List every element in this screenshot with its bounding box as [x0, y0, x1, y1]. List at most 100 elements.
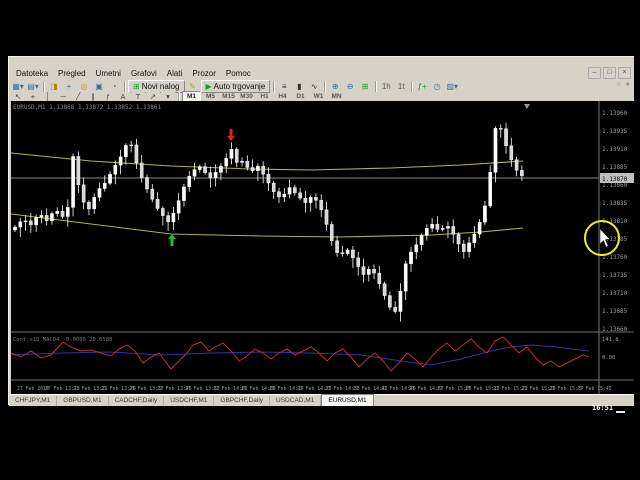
ma-upper-line: [10, 152, 524, 171]
timeframe-button-m5[interactable]: M5: [205, 93, 216, 100]
channel-tool-icon[interactable]: ∥: [86, 92, 100, 102]
menu-item-umetni[interactable]: Umetni: [95, 69, 121, 78]
label-tool-icon[interactable]: T: [131, 92, 145, 102]
candle-body: [430, 223, 434, 229]
toolbar-separator: [411, 81, 413, 92]
candle-body: [97, 188, 102, 198]
data-window-icon[interactable]: +: [62, 81, 76, 92]
chart-svg: EURUSD,M1 1.13868 1.13872 1.13852 1.1386…: [10, 101, 634, 394]
time-axis-label: 27 Feb 13:45: [157, 386, 192, 392]
navigator-icon[interactable]: ◎: [77, 81, 91, 92]
restore-button[interactable]: □: [603, 67, 616, 79]
record-icon[interactable]: ●: [625, 81, 630, 88]
terminal-icon[interactable]: ▣: [92, 81, 106, 92]
corner-icons: ○ ●: [617, 81, 630, 88]
text-tool-icon[interactable]: A: [116, 92, 130, 102]
timeframe-button-m30[interactable]: M30: [240, 93, 253, 100]
menu-item-prozor[interactable]: Prozor: [192, 69, 216, 78]
chart-tab-gbpchf-daily[interactable]: GBPCHF,Daily: [214, 396, 271, 406]
period-up-icon[interactable]: 1h: [379, 81, 394, 92]
candle-body: [388, 295, 392, 308]
menu-item-datoteka[interactable]: Datoteka: [16, 69, 49, 78]
clock-overlay: 16:51: [592, 404, 614, 412]
candle-body: [34, 217, 38, 226]
menu-item-pomoc[interactable]: Pomoc: [225, 69, 251, 78]
candle-body: [319, 200, 324, 211]
candles: [13, 122, 524, 322]
timeframe-button-m15[interactable]: M15: [222, 93, 235, 100]
candle-body: [229, 149, 234, 159]
zoom-out-icon[interactable]: ⊖: [343, 81, 358, 92]
candle-body: [161, 208, 165, 216]
vline-tool-icon[interactable]: │: [41, 92, 55, 102]
candle-body: [366, 269, 371, 275]
chart-area[interactable]: EURUSD,M1 1.13868 1.13872 1.13852 1.1386…: [10, 101, 634, 394]
candle-body: [71, 156, 75, 208]
time-axis-label: 27 Feb 13:13: [45, 386, 80, 392]
time-axis-label: 27 Feb 15:13: [465, 386, 500, 392]
new-chart-icon[interactable]: ▦▾: [11, 81, 25, 92]
candles-chart-icon[interactable]: ▮: [292, 81, 307, 92]
timeframe-button-w1[interactable]: W1: [313, 93, 324, 100]
market-watch-icon[interactable]: ◨: [47, 81, 61, 92]
candle-body: [509, 145, 514, 160]
periods-icon[interactable]: ◷: [430, 81, 445, 92]
chart-tab-gbpusd-m1[interactable]: GBPUSD,M1: [57, 396, 109, 406]
candle-body: [504, 128, 508, 147]
candle-body: [29, 220, 33, 226]
timeframe-button-h4[interactable]: H4: [278, 93, 287, 100]
profiles-icon[interactable]: ▤▾: [26, 81, 40, 92]
chart-tab-chfjpy-m1[interactable]: CHFJPY,M1: [9, 396, 58, 406]
menu-item-pregled[interactable]: Pregled: [58, 69, 86, 78]
candle-body: [250, 167, 255, 172]
time-axis-label: 27 Feb 13:53: [185, 386, 220, 392]
chart-tab-cadchf-daily[interactable]: CADCHF,Daily: [109, 396, 165, 406]
menu-item-alati[interactable]: Alati: [166, 69, 183, 78]
chart-tab-eurusd-m1[interactable]: EURUSD,M1: [321, 394, 374, 406]
hline-tool-icon[interactable]: ─: [56, 92, 70, 102]
templates-icon[interactable]: ▨▾: [445, 81, 460, 92]
toolbar-drawing-timeframes: ↖ + │ ─ ╱ ∥ ƒ A T ↗ ▾ M1 M5 M15 M30 H1 H4 D1 W1 MN: [11, 91, 345, 103]
candle-body: [245, 161, 250, 168]
crosshair-tool-icon[interactable]: +: [26, 92, 40, 102]
chart-tab-usdchf-m1[interactable]: USDCHF,M1: [164, 396, 215, 406]
candle-body: [203, 166, 207, 173]
candle-body: [472, 233, 477, 244]
minimize-button[interactable]: –: [588, 67, 601, 79]
strategy-tester-icon[interactable]: ◔: [107, 81, 121, 92]
time-axis-label: 27 Feb 14:33: [325, 386, 360, 392]
candle-body: [23, 220, 28, 223]
autotrading-button[interactable]: ▶ Auto trgovanje: [200, 80, 271, 93]
time-axis-label: 27 Feb 14:25: [297, 386, 332, 392]
search-icon[interactable]: ○: [616, 81, 621, 88]
candle-body: [13, 226, 17, 231]
indicators-icon[interactable]: ƒ+: [415, 81, 430, 92]
fibonacci-tool-icon[interactable]: ƒ: [101, 92, 115, 102]
tile-windows-icon[interactable]: ⊞: [358, 81, 373, 92]
candle-body: [50, 213, 54, 221]
candle-body: [514, 159, 519, 171]
trendline-tool-icon[interactable]: ╱: [71, 92, 85, 102]
candle-body: [150, 188, 155, 200]
metaeditor-icon[interactable]: ✎: [185, 81, 200, 92]
price-axis-label: 1.13685: [602, 308, 628, 315]
timeframe-button-d1[interactable]: D1: [296, 93, 305, 100]
cursor-tool-icon[interactable]: ↖: [11, 92, 25, 102]
zoom-in-icon[interactable]: ⊕: [328, 81, 343, 92]
chart-tab-usdcad-m1[interactable]: USDCAD,M1: [270, 396, 322, 406]
close-button[interactable]: ×: [618, 67, 631, 79]
candle-body: [467, 242, 471, 252]
toolbar-separator: [178, 91, 179, 103]
price-axis-label: 1.13710: [602, 290, 628, 297]
bars-chart-icon[interactable]: ≡: [277, 81, 292, 92]
arrows-dropdown-icon[interactable]: ▾: [161, 92, 175, 102]
line-chart-icon[interactable]: ∿: [307, 81, 322, 92]
period-tick-icon[interactable]: 1t: [394, 81, 409, 92]
arrows-tool-icon[interactable]: ↗: [146, 92, 160, 102]
menu-item-grafovi[interactable]: Grafovi: [130, 69, 157, 78]
window-controls: – □ ×: [588, 67, 631, 79]
candle-body: [308, 197, 313, 203]
timeframe-button-h1[interactable]: H1: [260, 93, 269, 100]
candle-body: [118, 156, 123, 166]
timeframe-button-mn[interactable]: MN: [331, 93, 342, 100]
